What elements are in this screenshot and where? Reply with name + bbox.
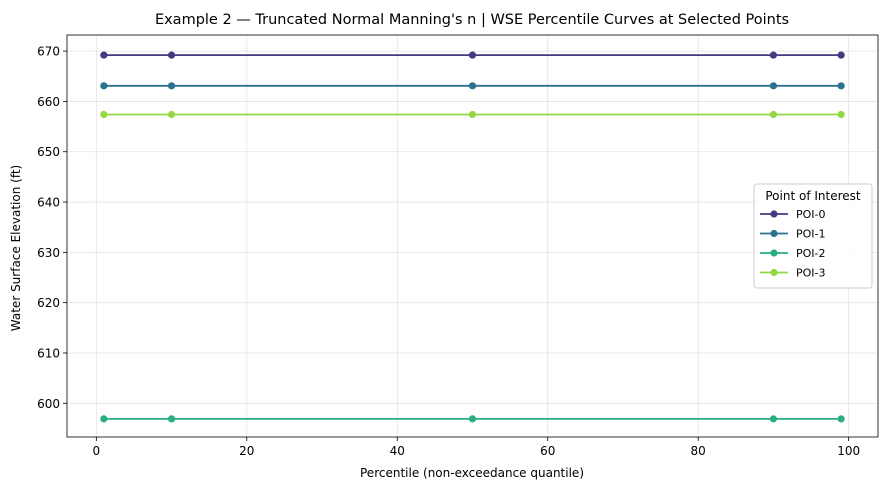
data-point (769, 110, 778, 119)
data-point (167, 415, 176, 423)
y-tick-label: 620 (37, 296, 60, 310)
data-point (468, 51, 477, 59)
legend-label: POI-2 (796, 247, 826, 260)
data-point (167, 51, 176, 59)
legend-item-poi-0: POI-0 (760, 208, 826, 221)
y-axis-label: Water Surface Elevation (ft) (9, 165, 23, 331)
legend-label: POI-0 (796, 208, 826, 221)
legend-item-poi-3: POI-3 (760, 267, 826, 280)
data-point (837, 51, 845, 59)
y-tick-label: 660 (37, 95, 60, 109)
data-point (468, 415, 477, 423)
data-point (837, 110, 845, 119)
data-point (837, 415, 845, 423)
data-point (100, 51, 108, 59)
data-point (769, 51, 778, 59)
legend-marker (770, 210, 778, 218)
data-point (167, 82, 176, 90)
y-tick-label: 650 (37, 145, 60, 159)
x-tick-label: 40 (390, 444, 405, 458)
legend-item-poi-2: POI-2 (760, 247, 826, 260)
series-poi-2 (100, 415, 845, 423)
plot-area-frame (66, 34, 879, 438)
y-tick-label: 640 (37, 196, 60, 210)
x-tick-label: 100 (837, 444, 860, 458)
legend-marker (770, 229, 778, 238)
x-tick-label: 20 (239, 444, 254, 458)
x-tick-label: 0 (93, 444, 101, 458)
x-tick-label: 80 (691, 444, 706, 458)
data-point (837, 82, 845, 90)
legend-title: Point of Interest (765, 189, 861, 203)
legend-marker (770, 249, 778, 257)
legend: Point of Interest POI-0 POI-1 POI-2 POI-3 (753, 183, 873, 289)
axes: 0 20 40 60 80 100 600 610 620 630 640 650 660 670 (37, 45, 860, 458)
legend-label: POI-3 (796, 267, 826, 280)
data-point (468, 110, 477, 119)
series-poi-0 (100, 51, 845, 59)
chart-title: Example 2 — Truncated Normal Manning's n… (155, 12, 789, 28)
legend-entries: POI-0 POI-1 POI-2 POI-3 (760, 208, 826, 280)
y-tick-label: 670 (37, 45, 60, 59)
y-tick-label: 630 (37, 246, 60, 260)
y-tick-label: 600 (37, 397, 60, 411)
legend-label: POI-1 (796, 228, 826, 241)
data-point (468, 82, 477, 90)
series-lines (100, 51, 845, 423)
data-point (769, 82, 778, 90)
x-axis-label: Percentile (non-exceedance quantile) (360, 466, 584, 480)
data-point (769, 415, 778, 423)
data-point (100, 110, 108, 119)
legend-box (753, 183, 873, 289)
series-poi-1 (100, 82, 845, 90)
x-tick-label: 60 (540, 444, 555, 458)
data-point (100, 82, 108, 90)
legend-marker (770, 268, 778, 277)
data-point (100, 415, 108, 423)
legend-item-poi-1: POI-1 (760, 228, 826, 241)
series-poi-3 (100, 110, 845, 119)
y-tick-label: 610 (37, 346, 60, 360)
data-point (167, 110, 176, 119)
